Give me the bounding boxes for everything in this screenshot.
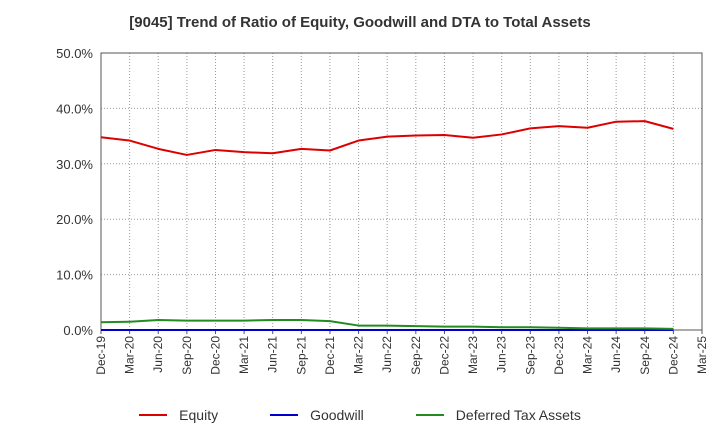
x-tick-label: Mar-23 [466, 336, 480, 374]
legend: Equity Goodwill Deferred Tax Assets [0, 404, 720, 426]
x-tick-label: Sep-22 [409, 336, 423, 375]
y-tick-label: 50.0% [56, 46, 93, 61]
legend-swatch [139, 414, 168, 416]
x-tick-label: Dec-21 [323, 336, 337, 375]
x-tick-label: Mar-24 [581, 336, 595, 374]
x-tick-label: Jun-21 [266, 336, 280, 373]
series-line-equity [100, 120, 674, 156]
x-tick-label: Jun-23 [495, 336, 509, 373]
x-tick-label: Mar-21 [237, 336, 251, 374]
x-tick-label: Mar-22 [352, 336, 366, 374]
legend-label: Goodwill [310, 407, 364, 423]
x-tick-label: Mar-20 [123, 336, 137, 374]
y-tick-label: 10.0% [56, 268, 93, 283]
legend-item-equity: Equity [139, 407, 218, 423]
legend-item-deferred-tax-assets: Deferred Tax Assets [415, 407, 581, 423]
x-tick-label: Dec-19 [94, 336, 108, 375]
legend-swatch [270, 414, 299, 416]
chart-title: [9045] Trend of Ratio of Equity, Goodwil… [129, 14, 591, 31]
x-tick-label: Mar-25 [695, 336, 709, 374]
y-tick-label: 0.0% [63, 323, 93, 338]
x-tick-label: Jun-20 [151, 336, 165, 373]
legend-item-goodwill: Goodwill [270, 407, 364, 423]
x-tick-label: Dec-22 [437, 336, 451, 375]
y-tick-label: 30.0% [56, 157, 93, 172]
x-tick-label: Sep-24 [638, 336, 652, 375]
y-tick-label: 20.0% [56, 212, 93, 227]
legend-swatch [415, 414, 444, 416]
x-tick-label: Dec-20 [208, 336, 222, 375]
legend-label: Equity [179, 407, 219, 423]
grid-layer [101, 52, 702, 330]
series-line-deferred-tax-assets [100, 319, 674, 330]
x-tick-label: Jun-24 [609, 336, 623, 373]
x-tick-label: Jun-22 [380, 336, 394, 373]
x-tick-label: Sep-21 [294, 336, 308, 375]
x-tick-label: Sep-20 [180, 336, 194, 375]
x-tick-label: Dec-24 [666, 336, 680, 375]
series-layer [100, 120, 674, 331]
y-tick-label: 40.0% [56, 101, 93, 116]
x-tick-label: Dec-23 [552, 336, 566, 375]
plot-frame [100, 52, 703, 331]
legend-label: Deferred Tax Assets [455, 407, 581, 423]
x-tick-label: Sep-23 [523, 336, 537, 375]
